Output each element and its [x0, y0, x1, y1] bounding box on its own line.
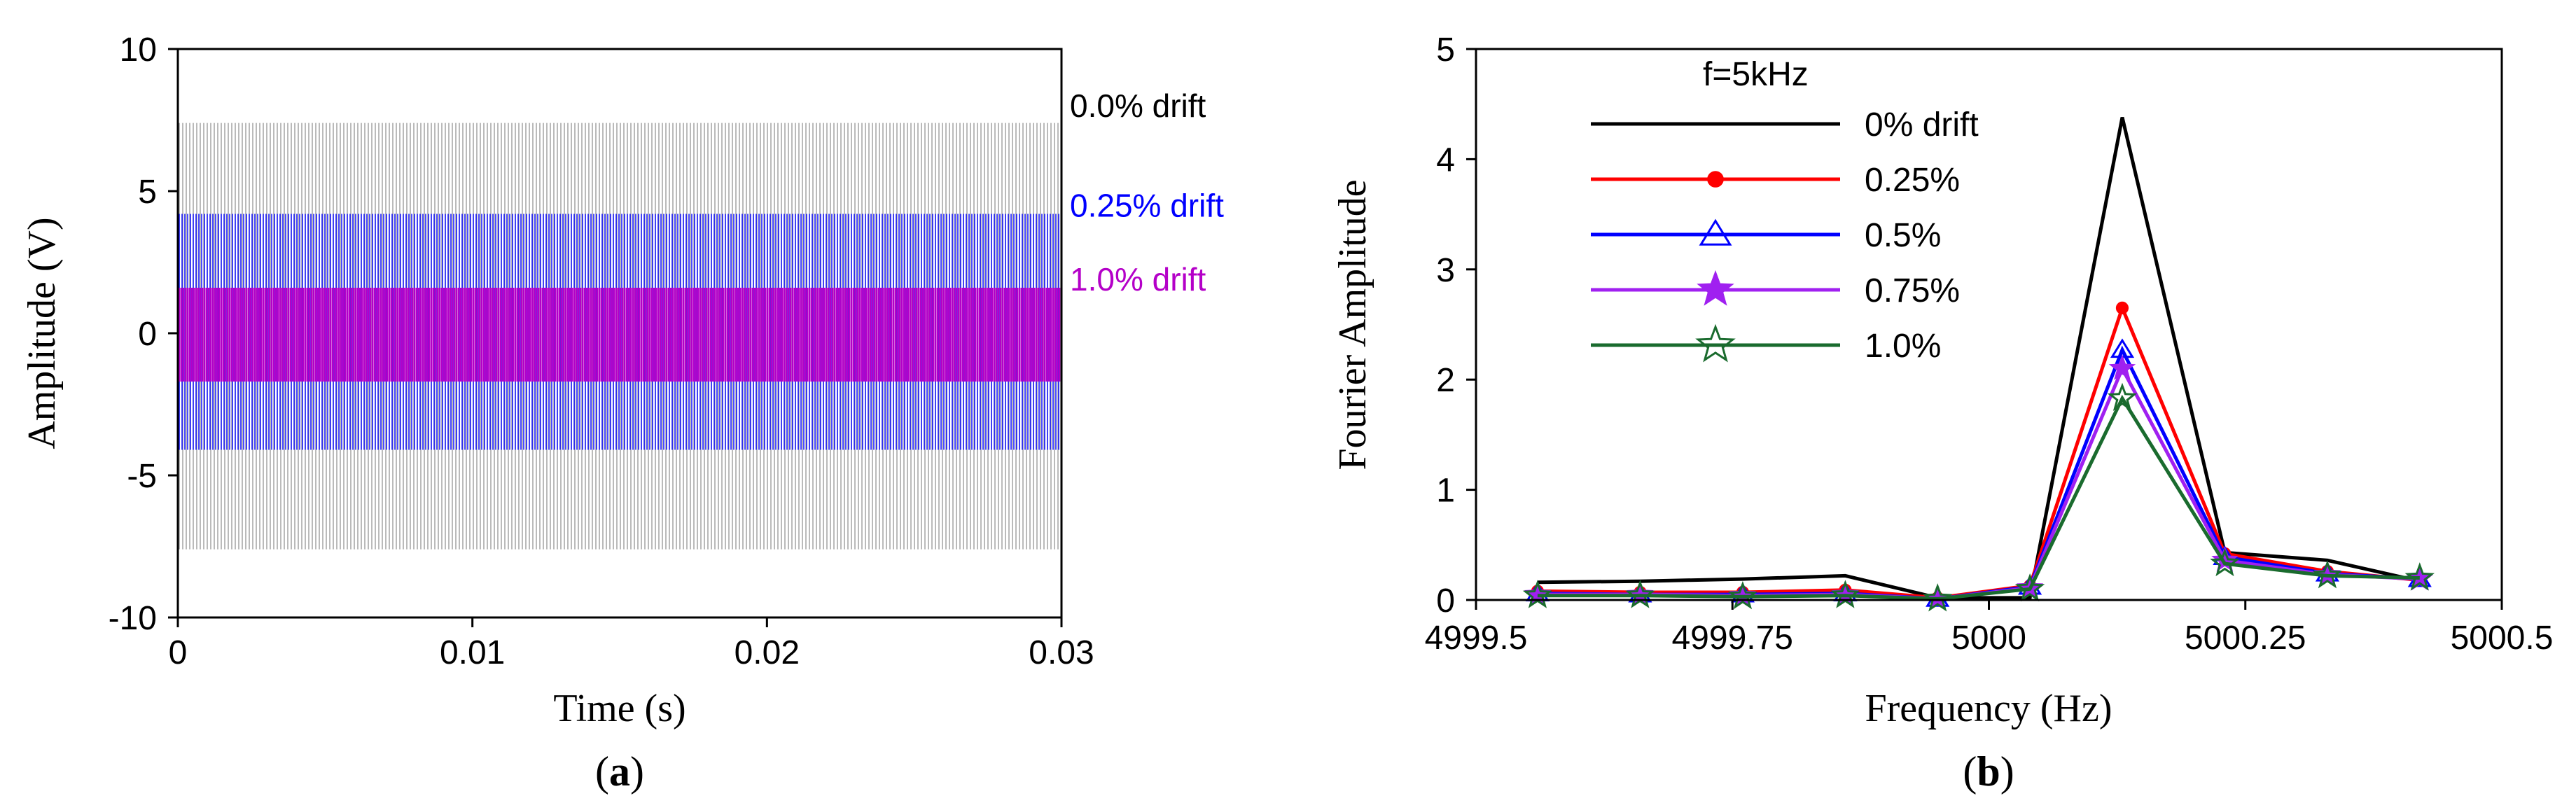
chart-a-y-tick-label: 5	[138, 174, 157, 211]
chart-b-x-tick-label: 5000.25	[2185, 620, 2306, 657]
chart-b-x-tick-label: 5000.5	[2451, 620, 2554, 657]
chart-b-legend-item-3: 0.5%	[1591, 217, 1941, 254]
chart-b-series	[1522, 117, 2435, 612]
chart-b-point	[2404, 562, 2435, 591]
chart-b-y-tick-label: 0	[1436, 582, 1455, 620]
chart-b-legend-title: f=5kHz	[1703, 56, 1809, 93]
chart-b-panel-label: (b)	[1963, 748, 2014, 795]
chart-b-point	[2014, 573, 2045, 602]
chart-a-series-labels: 0.0% drift 0.25% drift 1.0% drift	[1070, 88, 1224, 298]
chart-a-y-tick-label: -10	[109, 600, 157, 637]
chart-b-legend-item-1: 0% drift	[1591, 106, 1979, 144]
chart-b-legend-marker	[1695, 323, 1736, 363]
chart-a-x-tick-label: 0.01	[440, 634, 505, 671]
chart-b-point	[1727, 580, 1758, 610]
chart-b-y-tick-label: 2	[1436, 362, 1455, 399]
chart-b-x-tick-label: 4999.5	[1425, 620, 1528, 657]
chart-b-point	[2312, 560, 2343, 589]
chart-b-legend-marker	[1697, 270, 1734, 306]
chart-b-series-1-line	[1537, 117, 2421, 600]
chart-b-point	[2108, 354, 2136, 380]
chart-b-point	[2107, 382, 2138, 411]
chart-a-x-tick-label: 0.03	[1029, 634, 1094, 671]
chart-b-x-tick-label: 5000	[1951, 620, 2026, 657]
chart-b-x-axis-title: Frequency (Hz)	[1865, 687, 2112, 730]
chart-b-plot-area	[1476, 49, 2502, 600]
chart-a-panel-label: (a)	[595, 748, 644, 795]
chart-b-legend-item-4: 0.75%	[1591, 270, 1960, 309]
chart-b-legend-item-2: 0.25%	[1591, 162, 1960, 199]
chart-b-y-tick-label: 3	[1436, 252, 1455, 289]
chart-a-series-label-3: 1.0% drift	[1070, 261, 1206, 298]
chart-b-y-tick-label: 4	[1436, 141, 1455, 179]
chart-b-point	[2210, 547, 2240, 577]
chart-b-series-1	[1537, 117, 2421, 600]
chart-b-legend-label: 0% drift	[1865, 106, 1979, 144]
chart-a-x-axis-title: Time (s)	[553, 687, 685, 730]
chart-b-legend-marker	[1707, 171, 1724, 188]
chart-b-legend-label: 0.5%	[1865, 217, 1941, 254]
chart-a-x-tick-label: 0.02	[734, 634, 800, 671]
chart-b-ticks: 4999.5 4999.75 5000 5000.25 5000.5 0 1 2 3 4 5	[1425, 32, 2554, 657]
chart-b-legend-item-5: 1.0%	[1591, 323, 1941, 365]
chart-b-y-tick-label: 5	[1436, 32, 1455, 69]
chart-b-legend-label: 0.25%	[1865, 162, 1960, 199]
chart-b-legend: f=5kHz 0% drift 0.25% 0.5% 0.75% 1.0%	[1591, 56, 1979, 365]
chart-a-y-axis-title: Amplitude (V)	[20, 217, 64, 449]
chart-a-ticks: 0 0.01 0.02 0.03 -10 -5 0 5 10	[109, 32, 1094, 671]
chart-b-legend-label: 0.75%	[1865, 272, 1960, 309]
chart-b-point	[1923, 583, 1953, 612]
chart-a-signals	[178, 123, 1061, 550]
chart-b-legend-label: 1.0%	[1865, 328, 1941, 365]
chart-b-x-tick-label: 4999.75	[1671, 620, 1793, 657]
chart-a-series-label-1: 0.0% drift	[1070, 88, 1206, 124]
chart-a-y-tick-label: 0	[138, 316, 157, 353]
chart-a-series-label-2: 0.25% drift	[1070, 187, 1224, 223]
chart-b-y-axis-title: Fourier Amplitude	[1331, 179, 1374, 470]
chart-b-series-5-line	[1537, 394, 2420, 601]
chart-a-series-3	[178, 288, 1061, 382]
chart-a-y-tick-label: -5	[127, 458, 157, 495]
chart-b-point	[2211, 546, 2239, 572]
chart-a: 0 0.01 0.02 0.03 -10 -5 0 5 10 0.0% drift 0.25% d…	[20, 32, 1224, 795]
chart-b: 4999.5 4999.75 5000 5000.25 5000.5 0 1 2 3 4 5 f=5…	[1331, 32, 2553, 795]
chart-b-point	[2115, 301, 2129, 314]
chart-a-series-3-waveform	[178, 288, 1061, 382]
chart-a-y-tick-label: 10	[120, 32, 157, 69]
chart-b-y-tick-label: 1	[1436, 473, 1455, 510]
chart-b-legend-marker	[1699, 218, 1732, 246]
chart-a-x-tick-label: 0	[169, 634, 188, 671]
